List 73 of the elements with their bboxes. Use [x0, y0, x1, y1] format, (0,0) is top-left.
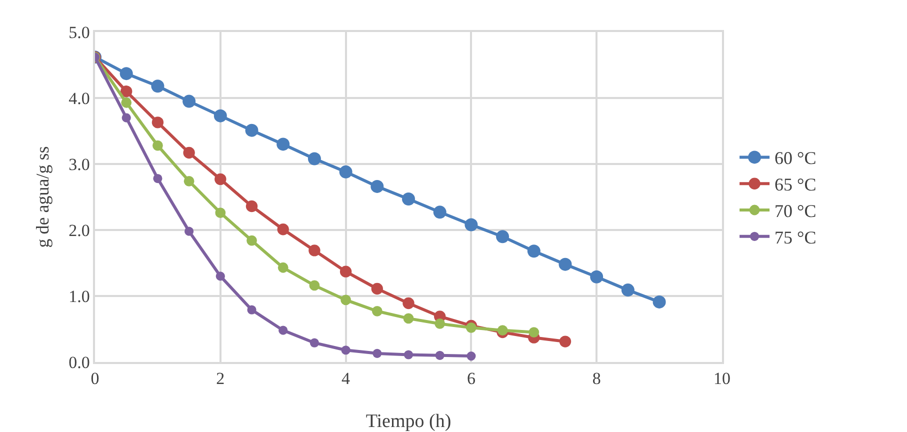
point: [184, 226, 194, 236]
point: [464, 218, 478, 232]
y-tick-label: 1.0: [68, 286, 90, 306]
point: [278, 262, 288, 273]
point: [215, 208, 226, 218]
point: [402, 192, 415, 206]
point: [214, 173, 226, 186]
point: [152, 116, 164, 128]
x-tick-label: 6: [466, 369, 476, 388]
point: [341, 346, 350, 355]
point: [433, 206, 446, 219]
point: [466, 322, 476, 333]
point: [371, 282, 383, 295]
point: [590, 270, 604, 284]
point: [528, 327, 540, 338]
point: [559, 336, 572, 348]
legend-label: 60 °C: [774, 148, 816, 168]
point: [403, 313, 414, 324]
y-tick-label: 4.0: [68, 88, 90, 108]
x-tick-label: 2: [216, 369, 225, 388]
point: [558, 258, 572, 271]
point: [277, 223, 289, 236]
y-tick-label: 0.0: [68, 352, 90, 372]
point: [120, 67, 133, 80]
point: [182, 94, 196, 108]
point: [310, 338, 319, 348]
point: [278, 326, 288, 335]
point: [404, 350, 414, 360]
point: [216, 272, 225, 281]
point: [308, 244, 320, 256]
point: [372, 306, 382, 316]
point: [652, 295, 666, 308]
point: [497, 325, 508, 336]
point: [621, 284, 634, 297]
y-axis-title: g de agua/g ss: [32, 146, 52, 248]
point: [308, 152, 321, 166]
point: [496, 230, 510, 244]
x-tick-label: 4: [342, 369, 351, 388]
point: [183, 146, 195, 159]
point: [372, 348, 382, 358]
legend-label: 65 °C: [774, 174, 816, 195]
x-axis-title: Tiempo (h): [366, 411, 452, 432]
point: [339, 165, 352, 178]
point: [122, 113, 131, 122]
point: [184, 176, 194, 186]
point: [309, 280, 320, 291]
point: [466, 352, 476, 361]
y-tick-label: 3.0: [68, 154, 90, 174]
point: [402, 297, 414, 310]
x-tick-label: 8: [592, 369, 601, 388]
point: [151, 80, 164, 93]
point: [121, 97, 132, 108]
point: [246, 200, 258, 212]
point: [246, 235, 257, 246]
point: [434, 318, 446, 329]
point: [370, 180, 384, 193]
point: [435, 350, 444, 360]
point: [247, 305, 256, 314]
x-tick-label: 10: [714, 369, 730, 388]
y-tick-label: 5.0: [68, 22, 90, 42]
point: [340, 294, 351, 306]
point: [245, 124, 258, 137]
point: [120, 86, 132, 98]
x-tick-label: 0: [90, 369, 100, 388]
point: [153, 174, 162, 184]
point: [527, 244, 540, 258]
point: [276, 138, 290, 151]
point: [152, 140, 163, 151]
legend-label: 70 °C: [774, 201, 816, 222]
y-tick-label: 2.0: [68, 220, 90, 240]
legend-label: 75 °C: [774, 227, 816, 248]
point: [214, 109, 227, 122]
point: [340, 266, 352, 278]
